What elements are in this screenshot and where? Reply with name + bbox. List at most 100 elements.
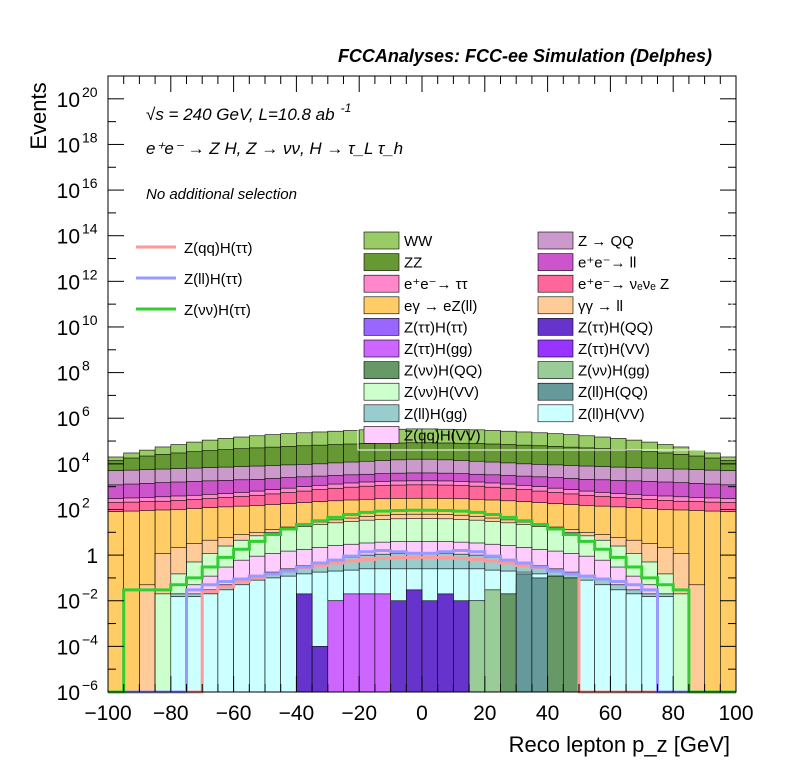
legend-line-label: Z(qq)H(ττ) [184,240,253,257]
legend-fill-label: Z(ττ)H(VV) [578,341,650,358]
legend-fill-swatch [363,253,400,271]
y-tick-exponent: −4 [82,631,98,647]
legend-fill-swatch [363,318,400,336]
line-z-ll-h [108,548,736,694]
legend-fill-label: e⁺e⁻→ νₑνₑ Z [578,276,669,293]
bar [688,584,705,693]
x-tick-label: 60 [599,702,622,725]
series-z-h-gg [468,589,501,693]
bar [594,584,611,693]
bar [390,600,407,693]
bar [405,589,423,693]
y-tick-exponent: 4 [82,449,90,465]
bar [704,510,721,693]
bar [123,510,140,693]
x-axis-label: Reco lepton p_z [GeV] [509,732,730,757]
y-tick-exponent: 2 [82,494,90,510]
bar [154,593,172,693]
legend-fill-swatch [537,274,574,293]
x-tick-label: 100 [718,702,753,725]
y-tick-exponent: 18 [82,129,98,145]
bar [657,596,674,693]
legend-fill-label: e⁺e⁻→ ττ [404,276,468,293]
legend-fill-label: Z(νν)H(QQ) [404,363,482,380]
legend-fill-swatch [537,296,574,315]
bar [327,600,344,693]
legend-fill-label: Z(ll)H(gg) [404,406,467,423]
y-tick-label: 10 [57,408,80,431]
legend-fill-swatch [363,231,400,250]
y-axis-label: Events [26,82,51,149]
legend-fill-label: Z → QQ [578,233,634,250]
legend-fill-swatch [537,231,574,250]
legend-fill-swatch [537,361,574,379]
series-z-h-gg [327,593,391,693]
x-tick-label: −80 [153,702,189,725]
x-tick-label: −40 [279,702,315,725]
x-tick-label: −60 [216,702,252,725]
legend-fill-swatch [363,426,400,444]
bar [453,600,470,693]
y-tick-label: 10 [57,454,80,477]
bar [547,575,564,693]
y-tick-label: 1 [86,545,98,568]
y-tick-label: 10 [57,180,80,203]
bar [186,596,203,693]
legend-fill-swatch [363,296,400,315]
bar [280,575,297,693]
chart-title: FCCAnalyses: FCC-ee Simulation (Delphes) [338,46,712,66]
x-tick-label: 0 [416,702,428,725]
bar [107,511,124,693]
energy-annotation: √s = 240 GeV, L=10.8 ab -1 [146,101,351,124]
bar [358,593,376,693]
bar [672,593,690,693]
legend-fill-label: ZZ [404,255,422,272]
legend-fill-swatch [537,404,574,423]
bar [374,593,391,693]
y-tick-exponent: 6 [82,403,90,419]
bar [468,600,486,693]
plot-area: −100 −80 −60 −40 −20 0 20 40 60 80 10010−610−410−2… [57,75,754,725]
legend-fill-label: WW [404,233,433,250]
series-z-ll-h-qq [515,573,548,693]
bar [264,577,281,693]
legend-fill-swatch [537,253,574,271]
y-tick-exponent: 8 [82,358,90,374]
bar [249,579,266,693]
legend-fill-label: Z(νν)H(VV) [404,384,479,401]
y-tick-label: 10 [57,89,80,112]
legend-fill-swatch [363,274,400,293]
bar [296,593,313,693]
ticks-layer: −100 −80 −60 −40 −20 0 20 40 60 80 10010−610−410−2… [57,76,754,725]
bar [531,577,548,693]
y-tick-label: 10 [57,636,80,659]
legend-fill-swatch [363,339,400,358]
y-tick-label: 10 [57,499,80,522]
legend-fill-label: eγ → eZ(ll) [404,298,477,315]
y-tick-exponent: 14 [82,221,98,237]
legend-line-label: Z(νν)H(ττ) [184,302,251,319]
y-tick-label: 10 [57,682,80,705]
bar [515,573,533,693]
y-tick-exponent: 20 [82,84,98,100]
y-tick-exponent: 12 [82,266,98,282]
bar [201,593,219,693]
y-tick-label: 10 [57,363,80,386]
bar [500,593,517,693]
legend-fill-swatch [363,382,400,401]
x-tick-label: −20 [341,702,377,725]
legend-fill-label: Z(ττ)H(QQ) [578,319,653,336]
bar [562,577,580,693]
bar [610,589,627,693]
bar [484,589,501,693]
y-tick-label: 10 [57,134,80,157]
bar [719,511,737,693]
x-tick-label: 40 [536,702,559,725]
line-z-qq-h [108,555,736,694]
y-tick-exponent: 16 [82,175,98,191]
y-tick-label: 10 [57,317,80,340]
bar [421,600,438,693]
bar [343,593,360,693]
y-tick-exponent: −6 [82,677,98,693]
